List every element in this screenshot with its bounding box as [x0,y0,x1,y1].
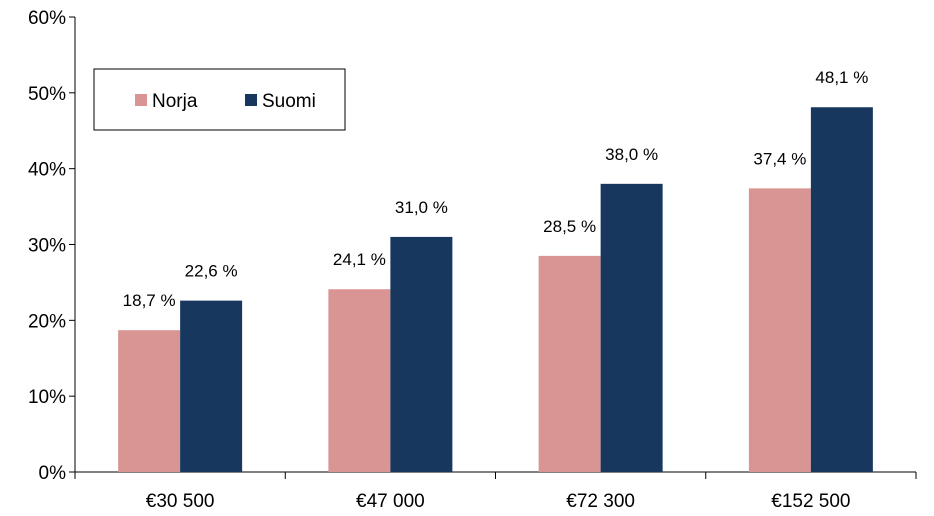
y-tick-label: 50% [28,84,66,105]
y-tick-label: 60% [28,8,66,29]
data-label-norja: 18,7 % [123,291,176,310]
legend-swatch-norja [135,94,147,106]
bar-norja [538,255,601,472]
x-tick-label: €30 500 [146,491,215,512]
data-label-suomi: 38,0 % [605,145,658,164]
data-label-norja: 24,1 % [333,250,386,269]
y-tick-label: 0% [39,463,67,484]
legend-swatch-suomi [245,94,257,106]
y-tick-label: 30% [28,236,66,257]
y-tick-label: 20% [28,311,66,332]
bar-suomi [390,236,453,472]
bar-suomi [180,300,243,472]
x-tick-label: €72 300 [566,491,635,512]
bar-suomi [810,107,873,472]
bar-suomi [600,183,663,473]
legend: Norja Suomi [93,68,346,131]
data-label-suomi: 31,0 % [395,198,448,217]
bar-norja [328,289,391,472]
data-labels: 18,7 % 24,1 % 28,5 % 37,4 % 22,6 % 31,0 % 38,0… [123,68,869,310]
bar-norja [118,330,181,472]
data-label-norja: 28,5 % [543,217,596,236]
y-tick-label: 10% [28,387,66,408]
y-tick-label: 40% [28,160,66,181]
legend-label-suomi: Suomi [262,91,316,112]
x-tick-label: €47 000 [356,491,425,512]
data-label-suomi: 48,1 % [815,68,868,87]
data-label-norja: 37,4 % [753,149,806,168]
bar-norja [748,188,811,472]
bars [118,107,873,473]
x-tick-label: €152 500 [771,491,850,512]
x-axis: €30 500 €47 000 €72 300 €152 500 [74,471,917,512]
legend-label-norja: Norja [152,91,198,112]
data-label-suomi: 22,6 % [185,262,238,281]
y-axis: 0% 10% 20% 30% 40% 50% 60% [28,8,76,484]
